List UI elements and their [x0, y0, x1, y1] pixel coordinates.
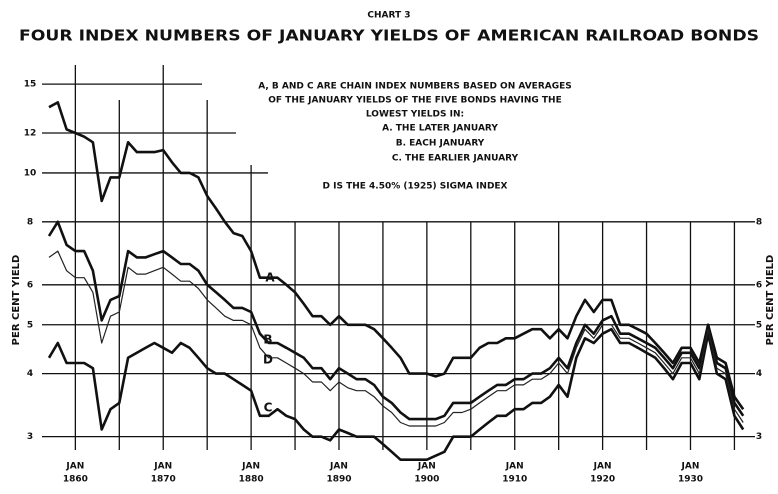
series-label: C — [264, 401, 273, 415]
series-line — [47, 327, 745, 461]
y2-tick-label: 3 — [756, 432, 762, 442]
y2-tick-label: 8 — [756, 217, 762, 227]
y-axis-label: PER CENT YIELD — [11, 255, 22, 346]
series-label: B — [263, 333, 272, 347]
series-line — [48, 250, 744, 427]
x-tick-label: 1910 — [502, 475, 527, 485]
y2-tick-label: 6 — [756, 280, 762, 290]
x-tick-prefix: JAN — [153, 462, 172, 472]
x-tick-label: 1870 — [151, 475, 176, 485]
series-label: D — [263, 353, 273, 367]
x-tick-prefix: JAN — [417, 462, 436, 472]
x-tick-label: 1920 — [590, 475, 615, 485]
chart-subtitle: CHART 3 — [367, 11, 410, 21]
x-tick-label: 1930 — [678, 475, 703, 485]
annotation-line: A, B AND C ARE CHAIN INDEX NUMBERS BASED… — [258, 82, 572, 92]
y-tick-label: 10 — [24, 168, 37, 178]
x-tick-prefix: JAN — [241, 462, 260, 472]
x-tick-label: 1860 — [63, 475, 88, 485]
x-tick-prefix: JAN — [329, 462, 348, 472]
y-tick-label: 15 — [24, 80, 37, 90]
series-label: A — [265, 271, 275, 285]
annotation-line: C. THE EARLIER JANUARY — [392, 154, 519, 164]
annotation-line: B. EACH JANUARY — [396, 139, 485, 149]
y2-tick-label: 4 — [756, 369, 762, 379]
annotation-line: D IS THE 4.50% (1925) SIGMA INDEX — [323, 182, 508, 192]
y-tick-label: 3 — [27, 432, 33, 442]
x-tick-prefix: JAN — [681, 462, 700, 472]
y-tick-label: 12 — [24, 129, 37, 139]
chart-title: FOUR INDEX NUMBERS OF JANUARY YIELDS OF … — [19, 27, 759, 45]
annotation-line: OF THE JANUARY YIELDS OF THE FIVE BONDS … — [268, 96, 561, 106]
series-line — [48, 101, 745, 410]
x-tick-label: 1880 — [239, 475, 264, 485]
annotation-line: A. THE LATER JANUARY — [382, 124, 498, 134]
y-tick-label: 8 — [27, 217, 33, 227]
x-tick-prefix: JAN — [593, 462, 612, 472]
annotation: A, B AND C ARE CHAIN INDEX NUMBERS BASED… — [258, 82, 572, 192]
series-line — [47, 220, 745, 421]
annotation-line: LOWEST YIELDS IN: — [366, 110, 464, 120]
y-tick-label: 6 — [27, 280, 33, 290]
y-tick-label: 5 — [27, 320, 33, 330]
x-tick-label: 1900 — [414, 475, 439, 485]
x-tick-prefix: JAN — [505, 462, 524, 472]
y-tick-label: 4 — [27, 369, 33, 379]
y2-axis-label: PER CENT YIELD — [765, 255, 776, 346]
x-tick-label: 1890 — [326, 475, 351, 485]
x-tick-prefix: JAN — [65, 462, 84, 472]
y2-tick-label: 5 — [756, 320, 762, 330]
